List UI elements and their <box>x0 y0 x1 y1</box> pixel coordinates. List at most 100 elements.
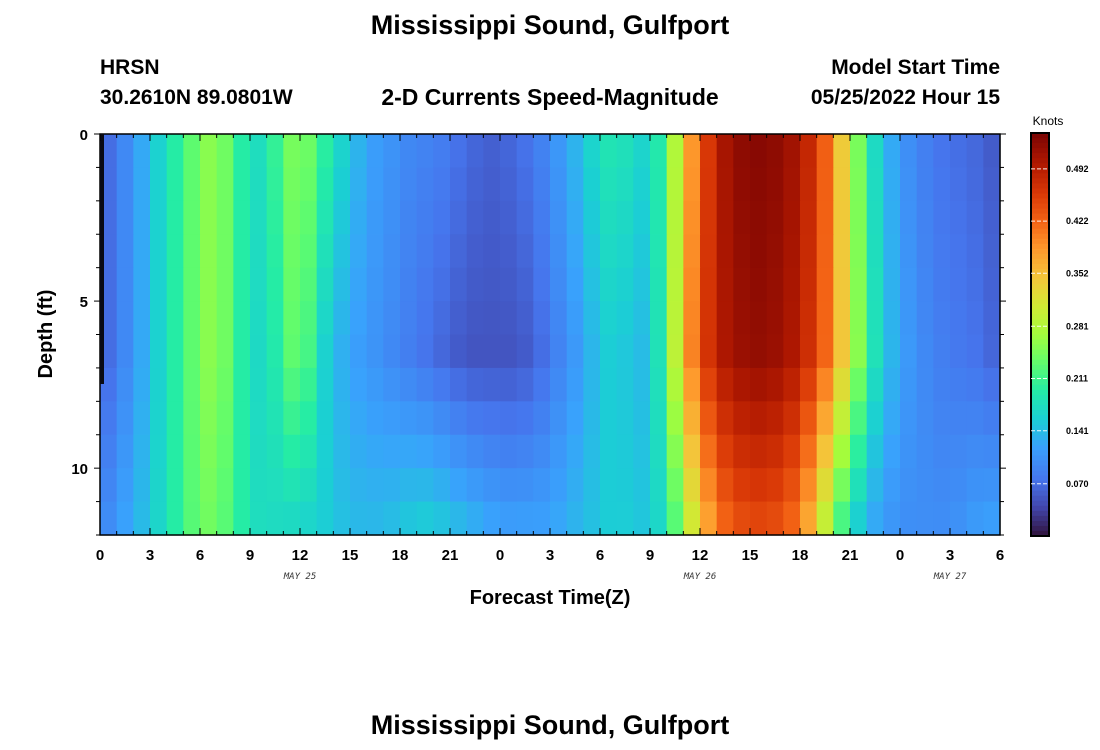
colorbar-segment <box>1031 284 1049 290</box>
heatmap-cell <box>850 301 868 336</box>
heatmap-cell <box>616 167 634 202</box>
heatmap-cell <box>450 234 468 269</box>
heatmap-cell <box>266 134 284 169</box>
heatmap-cell <box>100 434 118 469</box>
heatmap-cell <box>633 234 651 269</box>
heatmap-cell <box>900 267 918 302</box>
colorbar-segment <box>1031 430 1049 436</box>
colorbar-segment <box>1031 465 1049 472</box>
heatmap-cell <box>433 267 451 302</box>
heatmap-cell <box>216 301 234 336</box>
heatmap-cell <box>883 401 901 436</box>
colorbar-segment <box>1031 238 1049 245</box>
heatmap-cell <box>950 167 968 202</box>
colorbar-segment <box>1031 425 1049 431</box>
colorbar-segment <box>1031 188 1049 194</box>
heatmap-cell <box>783 234 801 269</box>
heatmap-cell <box>133 167 151 202</box>
heatmap-cell <box>716 401 734 436</box>
colorbar-segment <box>1031 440 1049 446</box>
heatmap-cell <box>233 167 251 202</box>
heatmap-cell <box>216 234 234 269</box>
heatmap-cell <box>700 501 718 536</box>
heatmap-cell <box>883 301 901 336</box>
heatmap-cell <box>933 167 951 202</box>
heatmap-cell <box>566 501 584 536</box>
heatmap-cell <box>650 501 668 536</box>
heatmap-cell <box>216 367 234 402</box>
heatmap-cell <box>366 134 384 169</box>
heatmap-cell <box>500 367 518 402</box>
heatmap-cell <box>266 401 284 436</box>
heatmap-cell <box>516 468 534 503</box>
heatmap-cell <box>183 367 201 402</box>
station-coordinates: 30.2610N 89.0801W <box>100 86 293 109</box>
heatmap-cell <box>700 434 718 469</box>
heatmap-cell <box>500 234 518 269</box>
heatmap-cell <box>550 367 568 402</box>
colorbar-segment <box>1031 213 1049 220</box>
heatmap-cell <box>150 434 168 469</box>
heatmap-cell <box>483 167 501 202</box>
heatmap-cell <box>633 501 651 536</box>
x-tick-label: 0 <box>896 547 904 564</box>
heatmap-cell <box>750 367 768 402</box>
heatmap-cell <box>600 468 618 503</box>
heatmap-cell <box>600 134 618 169</box>
y-tick-label: 5 <box>80 294 88 311</box>
heatmap-cell <box>533 501 551 536</box>
heatmap-cell <box>300 267 318 302</box>
plot-title: 2-D Currents Speed-Magnitude <box>381 84 719 110</box>
heatmap-cell <box>166 334 184 369</box>
heatmap-cell <box>200 468 218 503</box>
page-title-repeat: Mississippi Sound, Gulfport <box>370 710 730 740</box>
heatmap-cell <box>183 401 201 436</box>
heatmap-cell <box>316 267 334 302</box>
heatmap-cell <box>883 200 901 235</box>
heatmap-cell <box>116 301 134 336</box>
heatmap-cell <box>250 167 268 202</box>
x-tick-label: 3 <box>946 547 954 564</box>
heatmap-cell <box>133 434 151 469</box>
heatmap-cell <box>616 434 634 469</box>
colorbar-segment <box>1031 384 1049 391</box>
heatmap-cell <box>633 134 651 169</box>
heatmap-cell <box>483 468 501 503</box>
heatmap-cell <box>950 134 968 169</box>
colorbar-segment <box>1031 525 1049 532</box>
colorbar: 0.070 0.141 0.211 0.281 0.352 0.422 0.492 <box>1030 132 1089 537</box>
heatmap-cell <box>966 267 984 302</box>
heatmap-cell <box>333 367 351 402</box>
heatmap-cell <box>450 434 468 469</box>
heatmap-cell <box>800 334 818 369</box>
heatmap-cell <box>533 134 551 169</box>
colorbar-segment <box>1031 415 1049 421</box>
heatmap-cell <box>466 334 484 369</box>
heatmap-cell <box>600 367 618 402</box>
heatmap-cell <box>983 367 1001 402</box>
heatmap-cell <box>866 167 884 202</box>
heatmap-cell <box>800 401 818 436</box>
heatmap-cell <box>816 401 834 436</box>
heatmap-cell <box>300 501 318 536</box>
heatmap-cell <box>716 334 734 369</box>
heatmap-cell <box>750 468 768 503</box>
heatmap-cell <box>100 167 118 202</box>
heatmap-cell <box>383 401 401 436</box>
heatmap-cell <box>483 367 501 402</box>
colorbar-segment <box>1031 193 1049 199</box>
heatmap-cell <box>666 267 684 302</box>
colorbar-segment <box>1031 364 1049 371</box>
heatmap-cell <box>350 301 368 336</box>
heatmap-cell <box>866 334 884 369</box>
heatmap-cell <box>900 367 918 402</box>
heatmap-cell <box>333 468 351 503</box>
heatmap-cell <box>416 167 434 202</box>
heatmap-cell <box>816 234 834 269</box>
heatmap-cell <box>283 401 301 436</box>
heatmap-cell <box>166 167 184 202</box>
heatmap-cell <box>750 501 768 536</box>
heatmap-cell <box>100 401 118 436</box>
heatmap-cell <box>950 468 968 503</box>
colorbar-segment <box>1031 208 1049 215</box>
